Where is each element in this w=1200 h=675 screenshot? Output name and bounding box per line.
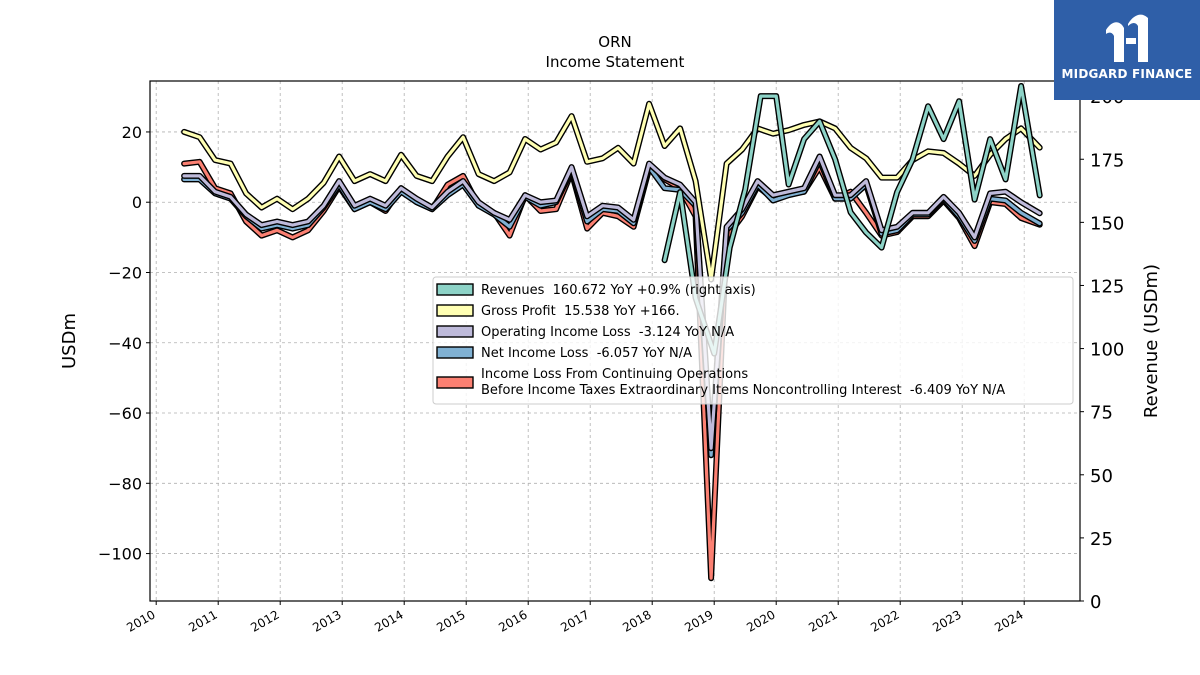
legend-label-net-income: Net Income Loss -6.057 YoY N/A: [481, 346, 692, 361]
y-tick-label-right: 25: [1090, 529, 1113, 550]
legend-swatch-gross-profit: [436, 304, 474, 317]
x-tick-label: 2020: [744, 607, 777, 634]
chart-title: ORN: [598, 33, 631, 51]
x-tick-label: 2023: [930, 607, 963, 634]
legend-swatch-revenues: [436, 283, 474, 296]
x-tick-label: 2011: [186, 607, 219, 634]
chart-subtitle: Income Statement: [546, 53, 685, 71]
series-line-stroke: [182, 154, 1042, 450]
y-tick-label-right: 150: [1090, 213, 1124, 234]
y-tick-label-left: −80: [108, 474, 142, 493]
legend-label-operating-income: Operating Income Loss -3.124 YoY N/A: [481, 325, 734, 340]
y-tick-label-left: −60: [108, 404, 142, 423]
series-line-2: [181, 153, 1043, 452]
y-tick-label-left: −20: [108, 263, 142, 282]
legend-box: [432, 276, 1074, 405]
x-tick-label: 2017: [558, 607, 591, 634]
y-tick-label-left: −100: [98, 545, 142, 564]
series-line-outline: [181, 100, 1043, 283]
x-tick-label: 2021: [806, 607, 839, 634]
legend-label-pretax-income: Income Loss From Continuing Operations B…: [481, 367, 1005, 398]
y-tick-label-right: 175: [1090, 150, 1124, 171]
legend-label-pretax-line-2: Before Income Taxes Extraordinary Items …: [481, 383, 1005, 398]
y-tick-label-right: 0: [1090, 592, 1101, 613]
x-tick-label: 2014: [372, 607, 405, 634]
y-tick-label-left: −40: [108, 334, 142, 353]
legend-label-revenues: Revenues 160.672 YoY +0.9% (right axis): [481, 283, 756, 298]
brand-name: MIDGARD FINANCE: [1061, 67, 1193, 81]
legend: Revenues 160.672 YoY +0.9% (right axis) …: [432, 276, 1074, 405]
series-line-stroke: [182, 102, 1042, 282]
legend-swatch-net-income: [436, 346, 474, 359]
x-tick-label: 2016: [496, 607, 529, 634]
y-axis-label-left: USDm: [59, 313, 80, 369]
x-tick-label: 2013: [310, 607, 343, 634]
y-tick-label-right: 100: [1090, 340, 1124, 361]
legend-swatch-operating-income: [436, 325, 474, 338]
legend-swatch-pretax-income: [436, 376, 474, 389]
brand-logo: MIDGARD FINANCE: [1054, 0, 1200, 100]
x-tick-label: 2019: [682, 607, 715, 634]
series-line-0: [661, 83, 1043, 357]
y-tick-label-right: 50: [1090, 466, 1113, 487]
y-tick-label-left: 20: [122, 123, 142, 142]
y-tick-label-left: 0: [132, 193, 142, 212]
x-tick-label: 2015: [434, 607, 467, 634]
legend-label-pretax-line-1: Income Loss From Continuing Operations: [481, 367, 748, 382]
x-tick-label: 2022: [868, 607, 901, 634]
series-line-1: [181, 100, 1043, 283]
series-line-stroke: [662, 84, 1042, 356]
y-tick-label-right: 75: [1090, 403, 1113, 424]
x-tick-label: 2012: [248, 607, 281, 634]
legend-label-gross-profit: Gross Profit 15.538 YoY +166.: [481, 304, 680, 319]
x-tick-label: 2018: [620, 607, 653, 634]
series-lines: [181, 83, 1043, 582]
plot-frame: [149, 80, 1081, 602]
x-tick-label: 2024: [992, 607, 1025, 634]
x-tick-label: 2010: [124, 607, 157, 634]
y-axis-label-right: Revenue (USDm): [1141, 264, 1162, 418]
brand-logo-icon: [1106, 14, 1148, 62]
y-tick-label-right: 125: [1090, 276, 1124, 297]
